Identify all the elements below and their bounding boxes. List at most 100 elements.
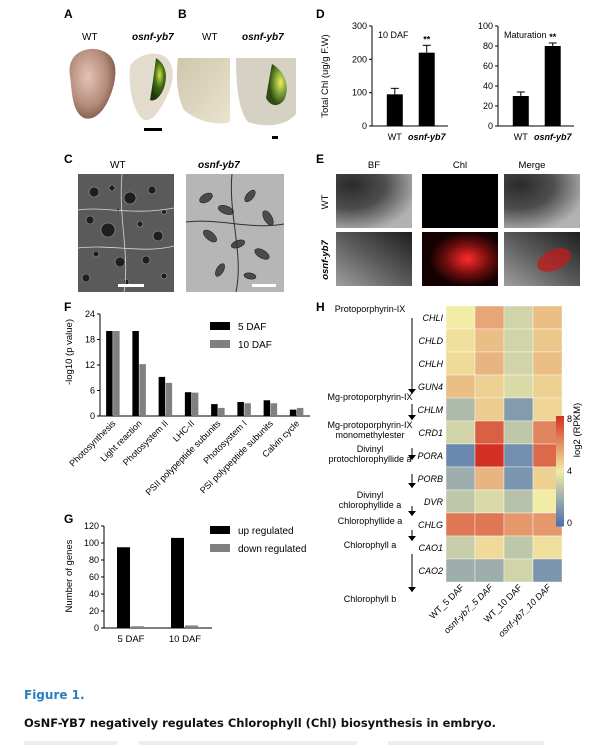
f-ytick-label: 24	[85, 309, 95, 319]
heatmap-cell	[532, 558, 563, 583]
heatmap-cell	[503, 397, 534, 422]
wt-embryo-image-a	[69, 48, 116, 119]
g-ytick-label: 0	[94, 623, 99, 633]
d-ytick-label: 300	[352, 21, 367, 31]
heatmap-cell	[445, 305, 476, 330]
colorbar-segment	[556, 438, 564, 442]
wt-chl-image	[422, 174, 498, 228]
colorbar-segment	[556, 454, 564, 458]
pathway-arrowhead	[408, 536, 416, 541]
f-bar-0	[289, 409, 297, 416]
d-ytick-label: 200	[352, 54, 367, 64]
heatmap-cell	[503, 420, 534, 445]
heatmap-cell	[503, 328, 534, 353]
g-ytick-label: 40	[89, 589, 99, 599]
panel-c-tem: WT osnf-yb7	[77, 160, 285, 293]
heatmap-cell	[532, 328, 563, 353]
pathway-compound: protochlorophyllide a	[328, 454, 411, 464]
f-bar-1	[191, 392, 199, 416]
f-legend-swatch	[210, 340, 230, 348]
a-wt-label: WT	[82, 32, 98, 43]
colorbar-segment	[556, 424, 564, 428]
g-ytick-label: 120	[84, 521, 99, 531]
mutant-embryo-image-b	[236, 58, 296, 126]
g-ytick-label: 20	[89, 606, 99, 616]
panel-label-e: E	[316, 152, 325, 166]
d-bar	[386, 94, 403, 126]
f-legend-swatch	[210, 322, 230, 330]
gene-label: PORA	[417, 451, 443, 461]
pathway-arrowhead	[408, 415, 416, 420]
gene-label: DVR	[424, 497, 444, 507]
mutant-chl-image	[422, 232, 498, 286]
b-mutant-label: osnf-yb7	[242, 32, 284, 43]
colorbar-segment	[556, 471, 564, 475]
pathway-compound: chlorophyllide a	[339, 500, 402, 510]
g-legend-label: up regulated	[238, 526, 294, 537]
g-bar-0	[171, 537, 184, 628]
heatmap-cell	[445, 443, 476, 468]
pathway-compound: Chlorophyllide a	[338, 516, 403, 526]
pathway-arrowhead	[408, 483, 416, 488]
heatmap-cell	[474, 466, 505, 491]
d-xtick-label: WT	[514, 132, 528, 142]
e-col-merge: Merge	[519, 160, 546, 171]
pathway-compound: monomethylester	[335, 430, 404, 440]
figure-title: OsNF-YB7 negatively regulates Chlorophyl…	[24, 716, 497, 730]
f-ytick-label: 0	[90, 411, 95, 421]
e-col-chl: Chl	[453, 160, 467, 171]
heatmap-cell	[474, 351, 505, 376]
panel-e-images: BF Chl Merge WT osnf-yb7	[320, 160, 580, 286]
heatmap-cell	[503, 305, 534, 330]
heatmap-cell	[445, 328, 476, 353]
colorbar-segment	[556, 509, 564, 513]
g-bar-1	[185, 625, 198, 628]
a-mutant-label: osnf-yb7	[132, 32, 174, 43]
pathway-compound: Divinyl	[357, 490, 384, 500]
panel-g-chart: Number of genes 0 20 40 60 80 100 120 5 DAF 10 D…	[64, 521, 306, 645]
d-ylabel: Total Chl (ug/g F.W)	[320, 34, 331, 117]
e-row-mutant: osnf-yb7	[320, 239, 331, 279]
f-bar-0	[211, 404, 218, 416]
d-ytick-label: 100	[478, 21, 493, 31]
f-ytick-label: 18	[85, 335, 95, 345]
g-legend-label: down regulated	[238, 544, 306, 555]
colorbar-segment	[556, 482, 564, 486]
heatmap-cell	[445, 558, 476, 583]
colorbar-segment	[556, 416, 564, 420]
colorbar-segment	[556, 493, 564, 497]
panel-ab-images: WT osnf-yb7 WT osnf-yb7	[69, 32, 296, 139]
d-xtick-label: osnf-yb7	[534, 132, 572, 142]
heatmap-cell	[445, 420, 476, 445]
f-ytick-label: 12	[85, 360, 95, 370]
heatmap-cell	[474, 305, 505, 330]
heatmap-cell	[445, 466, 476, 491]
heatmap-cell	[532, 374, 563, 399]
f-bar-0	[263, 400, 271, 416]
pathway-arrowhead	[408, 511, 416, 516]
c-mutant-label: osnf-yb7	[198, 160, 240, 171]
wt-cell-walls	[77, 173, 175, 293]
colorbar-tick: 8	[567, 414, 572, 424]
d-ytick-label: 20	[483, 101, 493, 111]
heatmap-cell	[474, 512, 505, 537]
scale-bar-c-wt	[118, 284, 144, 287]
heatmap-cell	[445, 535, 476, 560]
colorbar-segment	[556, 517, 564, 521]
colorbar-tick: 0	[567, 518, 572, 528]
colorbar-segment	[556, 504, 564, 508]
pathway-arrowhead	[408, 455, 416, 460]
heatmap-cell	[532, 305, 563, 330]
heatmap-cell	[503, 535, 534, 560]
scale-bar-c-mutant	[252, 284, 276, 287]
wt-bf-image	[336, 174, 412, 228]
colorbar-segment	[556, 449, 564, 453]
heatmap-cell	[474, 535, 505, 560]
g-bar-1	[131, 626, 144, 628]
d-ytick-label: 0	[362, 121, 367, 131]
colorbar-segment	[556, 451, 564, 455]
panel-label-b: B	[178, 7, 187, 21]
mutant-embryo-image-a	[129, 53, 173, 121]
f-bar-1	[218, 407, 225, 416]
